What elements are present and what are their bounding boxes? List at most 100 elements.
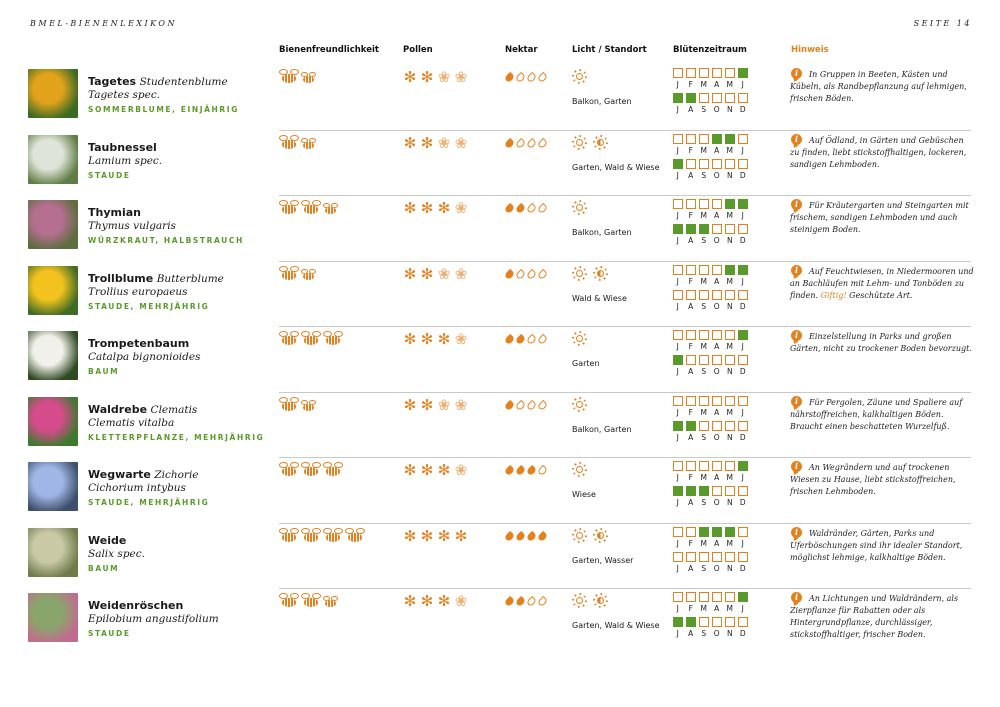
month-letter: S [701,105,707,114]
plant-hint: Für Pergolen, Zäune und Spaliere auf näh… [790,397,975,433]
nectar-drop-empty-icon [514,71,527,84]
bee-rating [279,462,343,476]
hint-text: Auf Feuchtwiesen, in Niedermooren und an… [790,266,974,300]
bloom-month-inactive [686,158,696,169]
nectar-drop-filled-icon [503,202,516,215]
plant-category: STAUDE, MEHRJÄHRIG [88,301,210,311]
month-letter: A [714,473,720,482]
pollen-flower-filled-icon: ✻ [403,395,417,414]
nectar-drop-empty-icon [525,71,538,84]
plant-name: Trompetenbaum [88,337,189,350]
pollen-rating: ✻ ✻ ✻ ✻ [403,528,468,543]
plant-name: Wegwarte Zichorie [88,468,199,481]
hint-warning: Giftig! [820,290,847,300]
bloom-month-active [673,224,683,234]
col-light-location: Licht / Standort [572,45,647,55]
bee-icon [301,399,316,411]
pollen-flower-empty-icon: ❀ [454,461,468,479]
month-letter: J [676,563,680,573]
plant-location: Wald & Wiese [572,293,627,303]
month-letter: D [739,432,747,442]
sun-icon [572,527,587,543]
bee-icon [301,462,321,476]
month-letter: D [739,301,747,311]
pollen-flower-filled-icon: ✻ [420,330,434,348]
month-letter: M [726,604,734,613]
month-letter: J [741,473,745,482]
month-letter: M [700,145,708,155]
month-letter: S [701,563,707,573]
month-letter: J [676,473,680,482]
pollen-flower-empty-icon: ❀ [454,133,468,152]
nectar-drop-empty-icon [536,137,549,149]
bloom-month-inactive [712,592,722,602]
bee-rating [279,593,338,607]
month-letter: D [739,236,747,245]
plant-name: Thymian [88,206,141,219]
month-letter: S [701,236,707,245]
month-letter: A [688,301,694,311]
month-letter: F [688,407,694,417]
bloom-month-active [725,133,735,144]
month-letter: S [701,170,707,180]
plant-photo [28,462,78,511]
bloom-month-boxes [673,355,748,367]
month-letter: N [726,301,734,311]
bloom-month-inactive [699,617,709,627]
nectar-rating [503,268,549,280]
row-divider [279,588,971,589]
plant-category: BAUM [88,367,120,376]
month-letter: J [676,629,680,638]
month-letter: F [688,145,694,155]
info-icon: i [791,133,802,145]
bee-icon [279,462,299,476]
month-letter: A [714,145,720,155]
month-letter: J [741,80,745,89]
light-rating [572,396,587,412]
table-row: Taubnessel Lamium spec. STAUDE ✻ ✻ ❀ ❀ Garten, … [0,129,1000,198]
month-letter: D [739,105,747,114]
bloom-month-boxes [673,420,748,433]
bloom-month-boxes [673,289,748,302]
bloom-month-active [686,420,696,431]
nectar-drop-filled-icon [514,333,527,346]
month-letter: A [688,563,694,573]
month-letter: A [714,538,720,548]
nectar-drop-empty-icon [525,399,538,411]
bloom-month-boxes [673,526,748,539]
bloom-month-active [725,264,735,275]
month-letter: J [676,367,680,376]
month-letter: M [726,342,734,351]
pollen-flower-filled-icon: ✻ [420,199,434,217]
bloom-month-boxes [673,199,748,211]
month-letter: M [726,276,734,286]
plant-location: Balkon, Garten [572,424,632,434]
bloom-month-inactive [725,355,735,365]
bloom-month-inactive [686,395,696,406]
row-divider [279,195,971,196]
month-letter: D [739,498,747,507]
half-shade-icon [593,134,608,150]
pollen-flower-filled-icon: ✻ [420,264,434,283]
bee-icon [301,268,316,280]
bloom-month-inactive [725,551,735,562]
month-letter: J [741,342,745,351]
nectar-drop-empty-icon [525,595,538,608]
pollen-rating: ✻ ✻ ✻ ❀ [403,199,468,217]
nectar-drop-filled-icon [536,530,549,542]
plant-photo [28,331,78,380]
plant-common-name: Taubnessel [88,140,157,154]
plant-photo [28,265,78,315]
bloom-month-inactive [725,486,735,496]
table-row: Thymian Thymus vulgaris WÜRZKRAUT, HALBSTR… [0,195,1000,263]
bloom-month-inactive [699,461,709,471]
bloom-month-active [738,592,748,602]
light-rating [572,69,587,84]
bloom-month-inactive [686,355,696,365]
